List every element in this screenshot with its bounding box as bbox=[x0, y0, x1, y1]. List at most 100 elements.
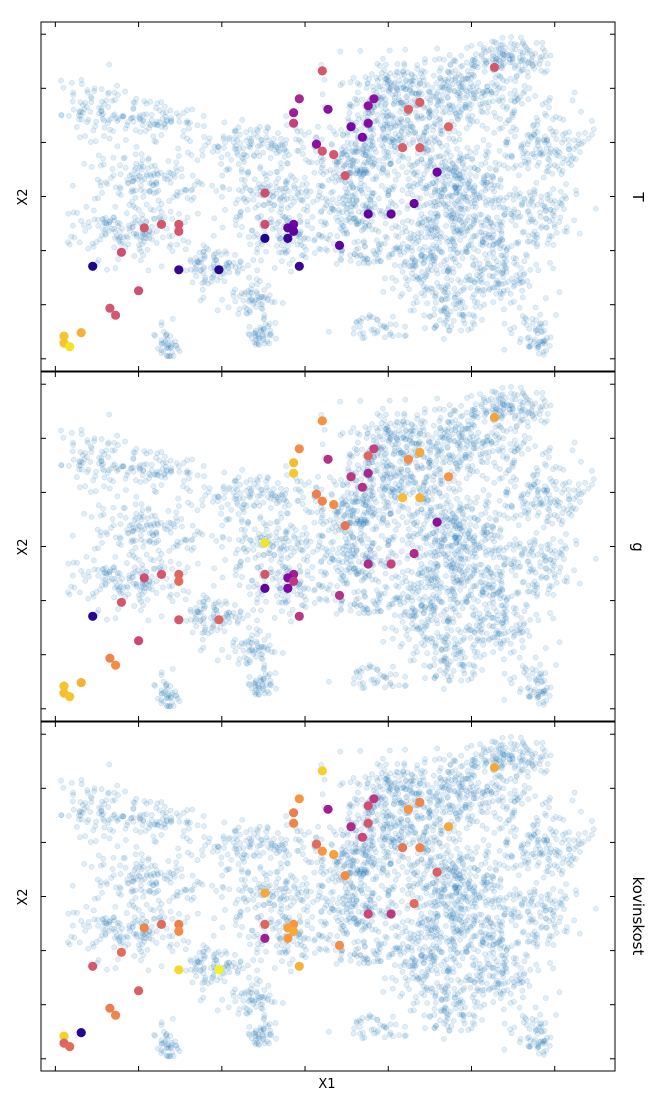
cloud-point bbox=[451, 438, 457, 444]
cloud-point bbox=[456, 171, 462, 177]
cloud-point bbox=[110, 172, 117, 179]
cloud-point bbox=[478, 222, 485, 229]
cloud-point bbox=[355, 245, 361, 252]
cloud-point bbox=[265, 183, 272, 190]
cloud-point bbox=[455, 80, 462, 87]
cloud-point bbox=[544, 411, 551, 417]
cloud-point bbox=[457, 587, 463, 593]
cloud-point bbox=[338, 154, 345, 161]
cloud-point bbox=[400, 125, 406, 131]
cloud-point bbox=[359, 96, 365, 103]
cloud-point bbox=[357, 251, 364, 258]
cloud-point bbox=[346, 459, 353, 466]
cloud-point bbox=[500, 274, 507, 281]
cloud-point bbox=[464, 556, 471, 562]
cloud-point bbox=[239, 224, 245, 230]
cloud-point bbox=[439, 127, 446, 134]
cloud-point bbox=[458, 203, 465, 209]
cloud-point bbox=[529, 413, 536, 419]
cloud-point bbox=[387, 161, 394, 167]
cloud-point bbox=[511, 133, 518, 140]
cloud-point bbox=[440, 200, 447, 207]
cloud-point bbox=[434, 438, 441, 445]
cloud-point bbox=[435, 562, 441, 569]
cloud-point bbox=[484, 280, 490, 287]
cloud-point bbox=[498, 60, 504, 67]
cloud-point bbox=[487, 87, 493, 94]
cloud-point bbox=[456, 90, 463, 96]
cloud-point bbox=[469, 319, 476, 326]
cloud-point bbox=[496, 204, 503, 211]
cloud-point bbox=[412, 479, 419, 485]
cloud-point bbox=[438, 230, 444, 237]
cloud-point bbox=[174, 193, 181, 199]
cloud-point bbox=[210, 274, 217, 280]
cloud-point bbox=[498, 252, 505, 259]
cloud-point bbox=[439, 83, 445, 90]
cloud-point bbox=[436, 55, 443, 62]
cloud-point bbox=[471, 246, 477, 252]
cloud-point bbox=[531, 228, 538, 235]
cloud-point bbox=[354, 100, 360, 107]
cloud-point bbox=[456, 480, 462, 487]
cloud-point bbox=[489, 535, 496, 542]
cloud-point bbox=[346, 197, 353, 204]
cloud-point bbox=[304, 218, 311, 225]
cloud-point bbox=[314, 159, 321, 166]
cloud-point bbox=[463, 187, 469, 193]
cloud-point bbox=[318, 209, 324, 216]
cloud-point bbox=[270, 136, 277, 142]
cloud-point bbox=[467, 284, 474, 291]
cloud-point bbox=[424, 81, 431, 88]
cloud-point bbox=[507, 290, 514, 297]
cloud-point bbox=[483, 179, 490, 186]
cloud-point bbox=[201, 123, 207, 129]
cloud-point bbox=[176, 211, 182, 217]
cloud-point bbox=[493, 46, 500, 53]
cloud-point bbox=[70, 92, 77, 98]
cloud-point bbox=[373, 89, 380, 95]
cloud-point bbox=[424, 167, 430, 173]
cloud-point bbox=[457, 205, 463, 212]
cloud-point bbox=[519, 52, 526, 59]
cloud-point bbox=[458, 206, 465, 213]
cloud-point bbox=[278, 202, 285, 209]
cloud-point bbox=[420, 482, 427, 489]
cloud-point bbox=[517, 48, 524, 55]
cloud-point bbox=[441, 258, 447, 265]
cloud-point bbox=[447, 109, 453, 116]
cloud-point bbox=[387, 125, 394, 131]
cloud-point bbox=[430, 72, 437, 79]
cloud-point bbox=[375, 83, 382, 90]
cloud-point bbox=[123, 210, 130, 216]
cloud-point bbox=[462, 445, 469, 451]
cloud-point bbox=[69, 98, 76, 105]
cloud-point bbox=[463, 88, 470, 95]
cloud-point bbox=[499, 34, 506, 41]
cloud-point bbox=[488, 91, 495, 97]
cloud-point bbox=[456, 130, 462, 137]
cloud-point bbox=[92, 123, 99, 130]
cloud-point bbox=[431, 549, 437, 555]
cloud-point bbox=[275, 130, 281, 136]
cloud-point bbox=[254, 267, 261, 274]
cloud-point bbox=[237, 209, 244, 216]
cloud-point bbox=[484, 83, 490, 90]
cloud-point bbox=[354, 221, 361, 228]
cloud-point bbox=[462, 104, 468, 111]
cloud-point bbox=[338, 257, 344, 264]
cloud-point bbox=[139, 122, 146, 129]
cloud-point bbox=[377, 75, 384, 81]
cloud-point bbox=[506, 117, 513, 124]
cloud-point bbox=[365, 186, 371, 193]
cloud-point bbox=[484, 179, 491, 186]
cloud-point bbox=[519, 40, 526, 47]
cloud-point bbox=[483, 172, 490, 178]
cloud-point bbox=[479, 588, 486, 595]
cloud-point bbox=[458, 506, 465, 512]
cloud-point bbox=[455, 548, 461, 555]
cloud-point bbox=[489, 79, 496, 86]
cloud-point bbox=[481, 179, 488, 186]
cloud-point bbox=[520, 39, 526, 46]
cloud-point bbox=[451, 285, 458, 292]
